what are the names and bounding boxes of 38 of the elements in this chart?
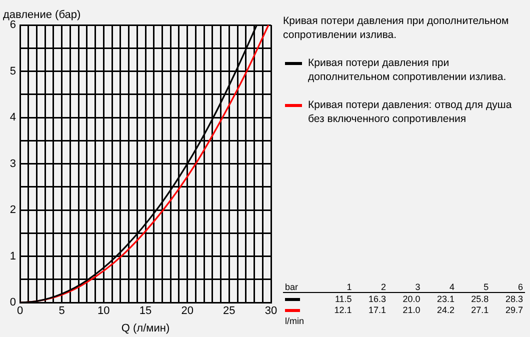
y-tick-label: 2 bbox=[10, 204, 16, 216]
x-tick-label: 5 bbox=[58, 305, 65, 318]
y-tick-label: 6 bbox=[10, 19, 16, 32]
text: 5 bbox=[456, 281, 491, 292]
text: 29.7 bbox=[504, 304, 524, 315]
text: l/min bbox=[284, 315, 306, 326]
text: 17.1 bbox=[368, 304, 388, 315]
text: 27.1 bbox=[470, 304, 490, 315]
text: bar bbox=[283, 281, 320, 292]
text: 2 bbox=[354, 281, 388, 292]
x-axis-title: Q (л/мин) bbox=[121, 322, 170, 334]
text: 21.0 bbox=[402, 304, 422, 315]
x-tick-label: 10 bbox=[98, 305, 110, 318]
text: 3 bbox=[388, 281, 422, 292]
text: 28.3 bbox=[504, 292, 524, 304]
text: 23.1 bbox=[436, 292, 456, 304]
x-tick-label: 30 bbox=[264, 305, 278, 318]
x-tick-label: 15 bbox=[139, 305, 152, 318]
legend-label: Кривая потери давления при дополнительном сопротивлении излива. bbox=[308, 56, 508, 84]
text: 4 bbox=[422, 281, 456, 292]
y-tick-label: 4 bbox=[10, 112, 16, 124]
text: 20.0 bbox=[402, 292, 422, 304]
text: 24.2 bbox=[436, 304, 456, 315]
x-tick-label: 20 bbox=[181, 305, 194, 318]
text: 1 bbox=[320, 281, 354, 292]
text: 6 bbox=[490, 281, 525, 292]
legend-label: Кривая потери давления: отвод для душа без включенного сопротивления bbox=[308, 98, 513, 126]
y-axis-title: давление (бар) bbox=[3, 9, 81, 21]
y-tick-label: 3 bbox=[10, 158, 16, 170]
y-tick-label: 5 bbox=[10, 65, 16, 78]
y-tick-label: 1 bbox=[10, 250, 16, 262]
text: 12.1 bbox=[333, 304, 353, 315]
text: 16.3 bbox=[368, 292, 388, 304]
x-tick-label: 25 bbox=[223, 305, 236, 318]
text: 25.8 bbox=[470, 292, 490, 304]
text: 11.5 bbox=[334, 292, 353, 304]
text: Кривая потери давления при дополнительном сопротивлении излива. bbox=[283, 14, 510, 42]
y-tick-label: 0 bbox=[10, 296, 16, 309]
